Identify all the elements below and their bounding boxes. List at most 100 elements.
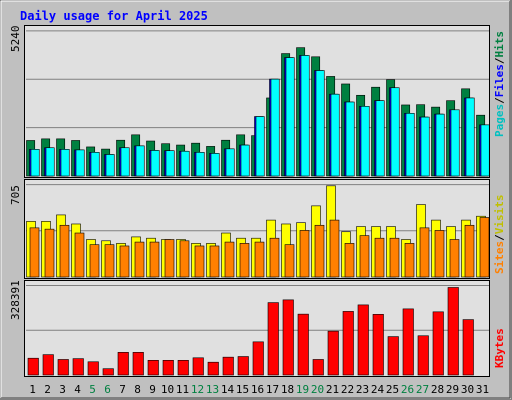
bar-pages-day-15 (240, 144, 250, 177)
bar-kbytes-day-26 (402, 308, 414, 376)
bar-sites-day-3 (59, 224, 70, 278)
bar-kbytes-day-19 (297, 313, 309, 376)
bar-sites-day-8 (134, 241, 145, 278)
x-tick-label: 9 (149, 383, 156, 396)
bar-kbytes-day-12 (192, 357, 204, 376)
bar-pages-day-28 (435, 113, 445, 177)
bar-kbytes-day-6 (102, 368, 114, 376)
bar-sites-day-19 (299, 230, 310, 278)
bar-pages-day-3 (60, 149, 70, 177)
bar-kbytes-day-28 (432, 311, 444, 376)
legend-sep-1: / (493, 97, 506, 104)
bar-sites-day-7 (119, 245, 130, 278)
x-tick-label: 25 (386, 383, 399, 396)
x-tick-label: 23 (356, 383, 369, 396)
bar-kbytes-day-17 (267, 302, 279, 376)
bar-sites-day-21 (329, 219, 340, 278)
bar-kbytes-day-27 (417, 335, 429, 376)
x-tick-label: 30 (461, 383, 474, 396)
bar-kbytes-day-15 (237, 356, 249, 376)
x-tick-label: 24 (371, 383, 385, 396)
x-tick-label: 19 (296, 383, 309, 396)
bar-pages-day-26 (405, 113, 415, 177)
bar-sites-day-11 (179, 240, 190, 278)
x-tick-label: 8 (134, 383, 141, 396)
x-tick-label: 13 (206, 383, 219, 396)
bar-pages-day-16 (255, 116, 265, 177)
x-tick-label: 22 (341, 383, 354, 396)
x-tick-label: 14 (221, 383, 235, 396)
bar-kbytes-day-2 (42, 354, 54, 376)
legend-sep-2: / (493, 57, 506, 64)
legend-sites: Sites (493, 241, 506, 274)
bar-kbytes-day-30 (462, 319, 474, 376)
bar-pages-day-11 (180, 150, 190, 177)
bar-kbytes-day-13 (207, 361, 219, 376)
ymax-label-bottom: 328391 (9, 280, 22, 320)
bar-kbytes-day-7 (117, 352, 129, 376)
bar-sites-day-20 (314, 224, 325, 278)
legend-kbytes: KBytes (493, 328, 506, 368)
x-tick-label: 27 (416, 383, 429, 396)
bar-sites-day-29 (449, 239, 460, 278)
bar-kbytes-day-14 (222, 356, 234, 376)
x-tick-label: 11 (176, 383, 189, 396)
bar-kbytes-day-20 (312, 359, 324, 376)
bar-pages-day-22 (345, 101, 355, 177)
x-tick-label: 21 (326, 383, 339, 396)
ymax-label-middle: 705 (9, 185, 22, 205)
x-tick-label: 28 (431, 383, 444, 396)
bar-sites-day-31 (479, 217, 490, 278)
x-tick-label: 3 (59, 383, 66, 396)
bar-kbytes-day-11 (177, 360, 189, 376)
bar-pages-day-2 (45, 147, 55, 177)
x-tick-label: 2 (44, 383, 51, 396)
x-tick-label: 7 (119, 383, 126, 396)
bar-kbytes-day-16 (252, 341, 264, 376)
ymax-label-top: 5240 (9, 26, 22, 53)
legend-middle: Sites/Visits (493, 195, 506, 275)
bars-layer (26, 47, 490, 376)
x-tick-label: 26 (401, 383, 414, 396)
bar-pages-day-1 (30, 149, 40, 177)
bar-pages-day-8 (135, 145, 145, 177)
bar-kbytes-day-10 (162, 360, 174, 376)
bar-sites-day-18 (284, 244, 295, 278)
bar-pages-day-13 (210, 153, 220, 177)
bar-pages-day-27 (420, 116, 430, 177)
bar-pages-day-24 (375, 100, 385, 177)
bar-kbytes-day-18 (282, 299, 294, 376)
bar-pages-day-6 (105, 154, 115, 177)
x-tick-label: 17 (266, 383, 279, 396)
bar-sites-day-17 (269, 237, 280, 278)
bar-sites-day-25 (389, 237, 400, 278)
bar-sites-day-2 (44, 228, 55, 278)
bar-pages-day-5 (90, 152, 100, 177)
bar-sites-day-6 (104, 244, 115, 278)
bar-pages-day-10 (165, 150, 175, 177)
x-tick-label: 18 (281, 383, 294, 396)
bar-pages-day-25 (390, 87, 400, 177)
bar-sites-day-10 (164, 239, 175, 278)
bar-sites-day-27 (419, 227, 430, 278)
bar-kbytes-day-22 (342, 311, 354, 376)
x-tick-label: 10 (161, 383, 174, 396)
x-tick-label: 6 (104, 383, 111, 396)
legend-files: Files (493, 64, 506, 97)
x-tick-labels: 1 2 3 4 5 6 7 8 9 10 11 12 13 14 15 16 17 18 19 20 21 22 23 24 2… (29, 383, 489, 396)
bar-sites-day-22 (344, 243, 355, 278)
chart-title: Daily usage for April 2025 (20, 9, 208, 23)
bar-pages-day-12 (195, 152, 205, 177)
bar-kbytes-day-25 (387, 336, 399, 376)
bar-pages-day-18 (285, 57, 295, 177)
bar-pages-day-14 (225, 148, 235, 177)
bar-pages-day-17 (270, 78, 280, 177)
x-tick-label: 29 (446, 383, 459, 396)
bar-sites-day-4 (74, 232, 85, 278)
legend-sep-3: / (493, 234, 506, 241)
bar-sites-day-9 (149, 241, 160, 278)
bar-kbytes-day-24 (372, 314, 384, 376)
bar-pages-day-31 (480, 124, 490, 177)
